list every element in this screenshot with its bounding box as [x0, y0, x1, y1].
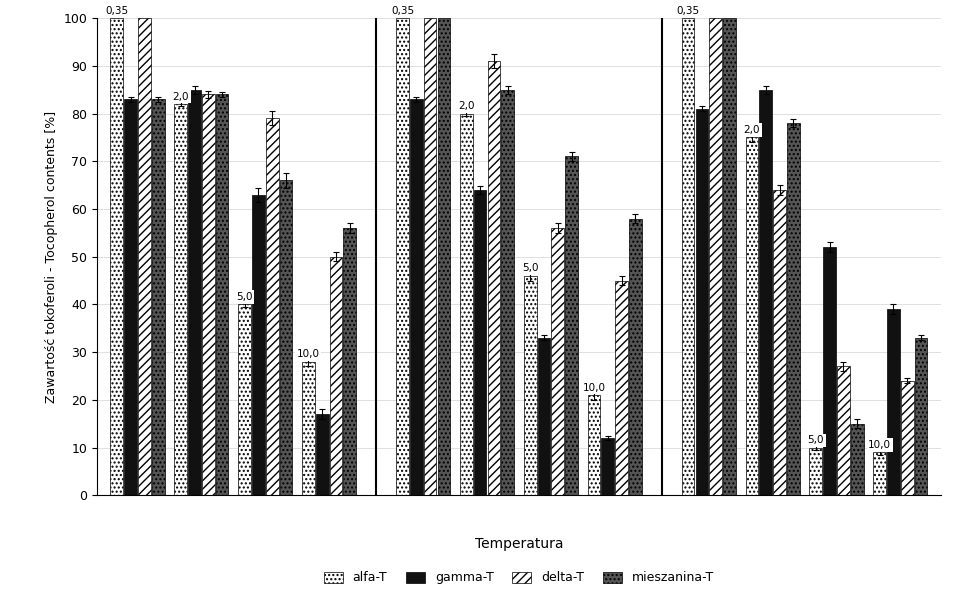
Text: 5,0: 5,0	[807, 435, 824, 445]
Bar	[614, 281, 627, 495]
Bar	[202, 94, 214, 495]
Text: 5,0: 5,0	[521, 263, 538, 274]
Bar	[708, 18, 721, 495]
Bar	[872, 452, 885, 495]
Bar	[110, 18, 123, 495]
Bar	[601, 438, 613, 495]
Text: 10,0: 10,0	[582, 383, 605, 393]
Bar	[459, 114, 472, 495]
Bar	[759, 90, 771, 495]
Bar	[138, 18, 150, 495]
Bar	[410, 99, 422, 495]
Bar	[587, 395, 600, 495]
Bar	[316, 414, 328, 495]
Bar	[836, 367, 849, 495]
Text: 0,35: 0,35	[391, 5, 414, 16]
Text: 10,0: 10,0	[297, 349, 320, 359]
Legend: alfa-T, gamma-T, delta-T, mieszanina-T: alfa-T, gamma-T, delta-T, mieszanina-T	[324, 571, 713, 585]
Bar	[174, 104, 187, 495]
Bar	[395, 18, 408, 495]
Y-axis label: Zawartość tokoferoli - Tocopherol contents [%]: Zawartość tokoferoli - Tocopherol conten…	[45, 111, 58, 403]
Bar	[887, 309, 899, 495]
Bar	[695, 109, 707, 495]
Bar	[681, 18, 694, 495]
Text: 0,35: 0,35	[675, 5, 699, 16]
Bar	[565, 156, 578, 495]
Bar	[329, 257, 342, 495]
Bar	[279, 181, 292, 495]
X-axis label: Temperatura: Temperatura	[474, 537, 563, 551]
Text: 5,0: 5,0	[236, 292, 253, 302]
Text: 2,0: 2,0	[172, 92, 189, 101]
Bar	[501, 90, 514, 495]
Bar	[772, 190, 785, 495]
Bar	[238, 304, 251, 495]
Bar	[808, 448, 822, 495]
Bar	[914, 338, 926, 495]
Bar	[124, 99, 137, 495]
Bar	[152, 99, 165, 495]
Text: 2,0: 2,0	[457, 101, 474, 111]
Bar	[423, 18, 436, 495]
Bar	[900, 381, 913, 495]
Bar	[550, 228, 564, 495]
Bar	[786, 123, 798, 495]
Bar	[215, 94, 229, 495]
Text: 2,0: 2,0	[743, 125, 760, 135]
Text: 10,0: 10,0	[867, 440, 891, 450]
Bar	[537, 338, 549, 495]
Bar	[252, 194, 265, 495]
Bar	[188, 90, 201, 495]
Bar	[850, 424, 862, 495]
Bar	[266, 118, 278, 495]
Text: 0,35: 0,35	[106, 5, 128, 16]
Bar	[473, 190, 486, 495]
Bar	[629, 219, 641, 495]
Bar	[437, 18, 450, 495]
Bar	[523, 276, 536, 495]
Bar	[301, 362, 314, 495]
Bar	[823, 247, 835, 495]
Bar	[343, 228, 356, 495]
Bar	[723, 18, 735, 495]
Bar	[745, 138, 758, 495]
Bar	[487, 61, 500, 495]
